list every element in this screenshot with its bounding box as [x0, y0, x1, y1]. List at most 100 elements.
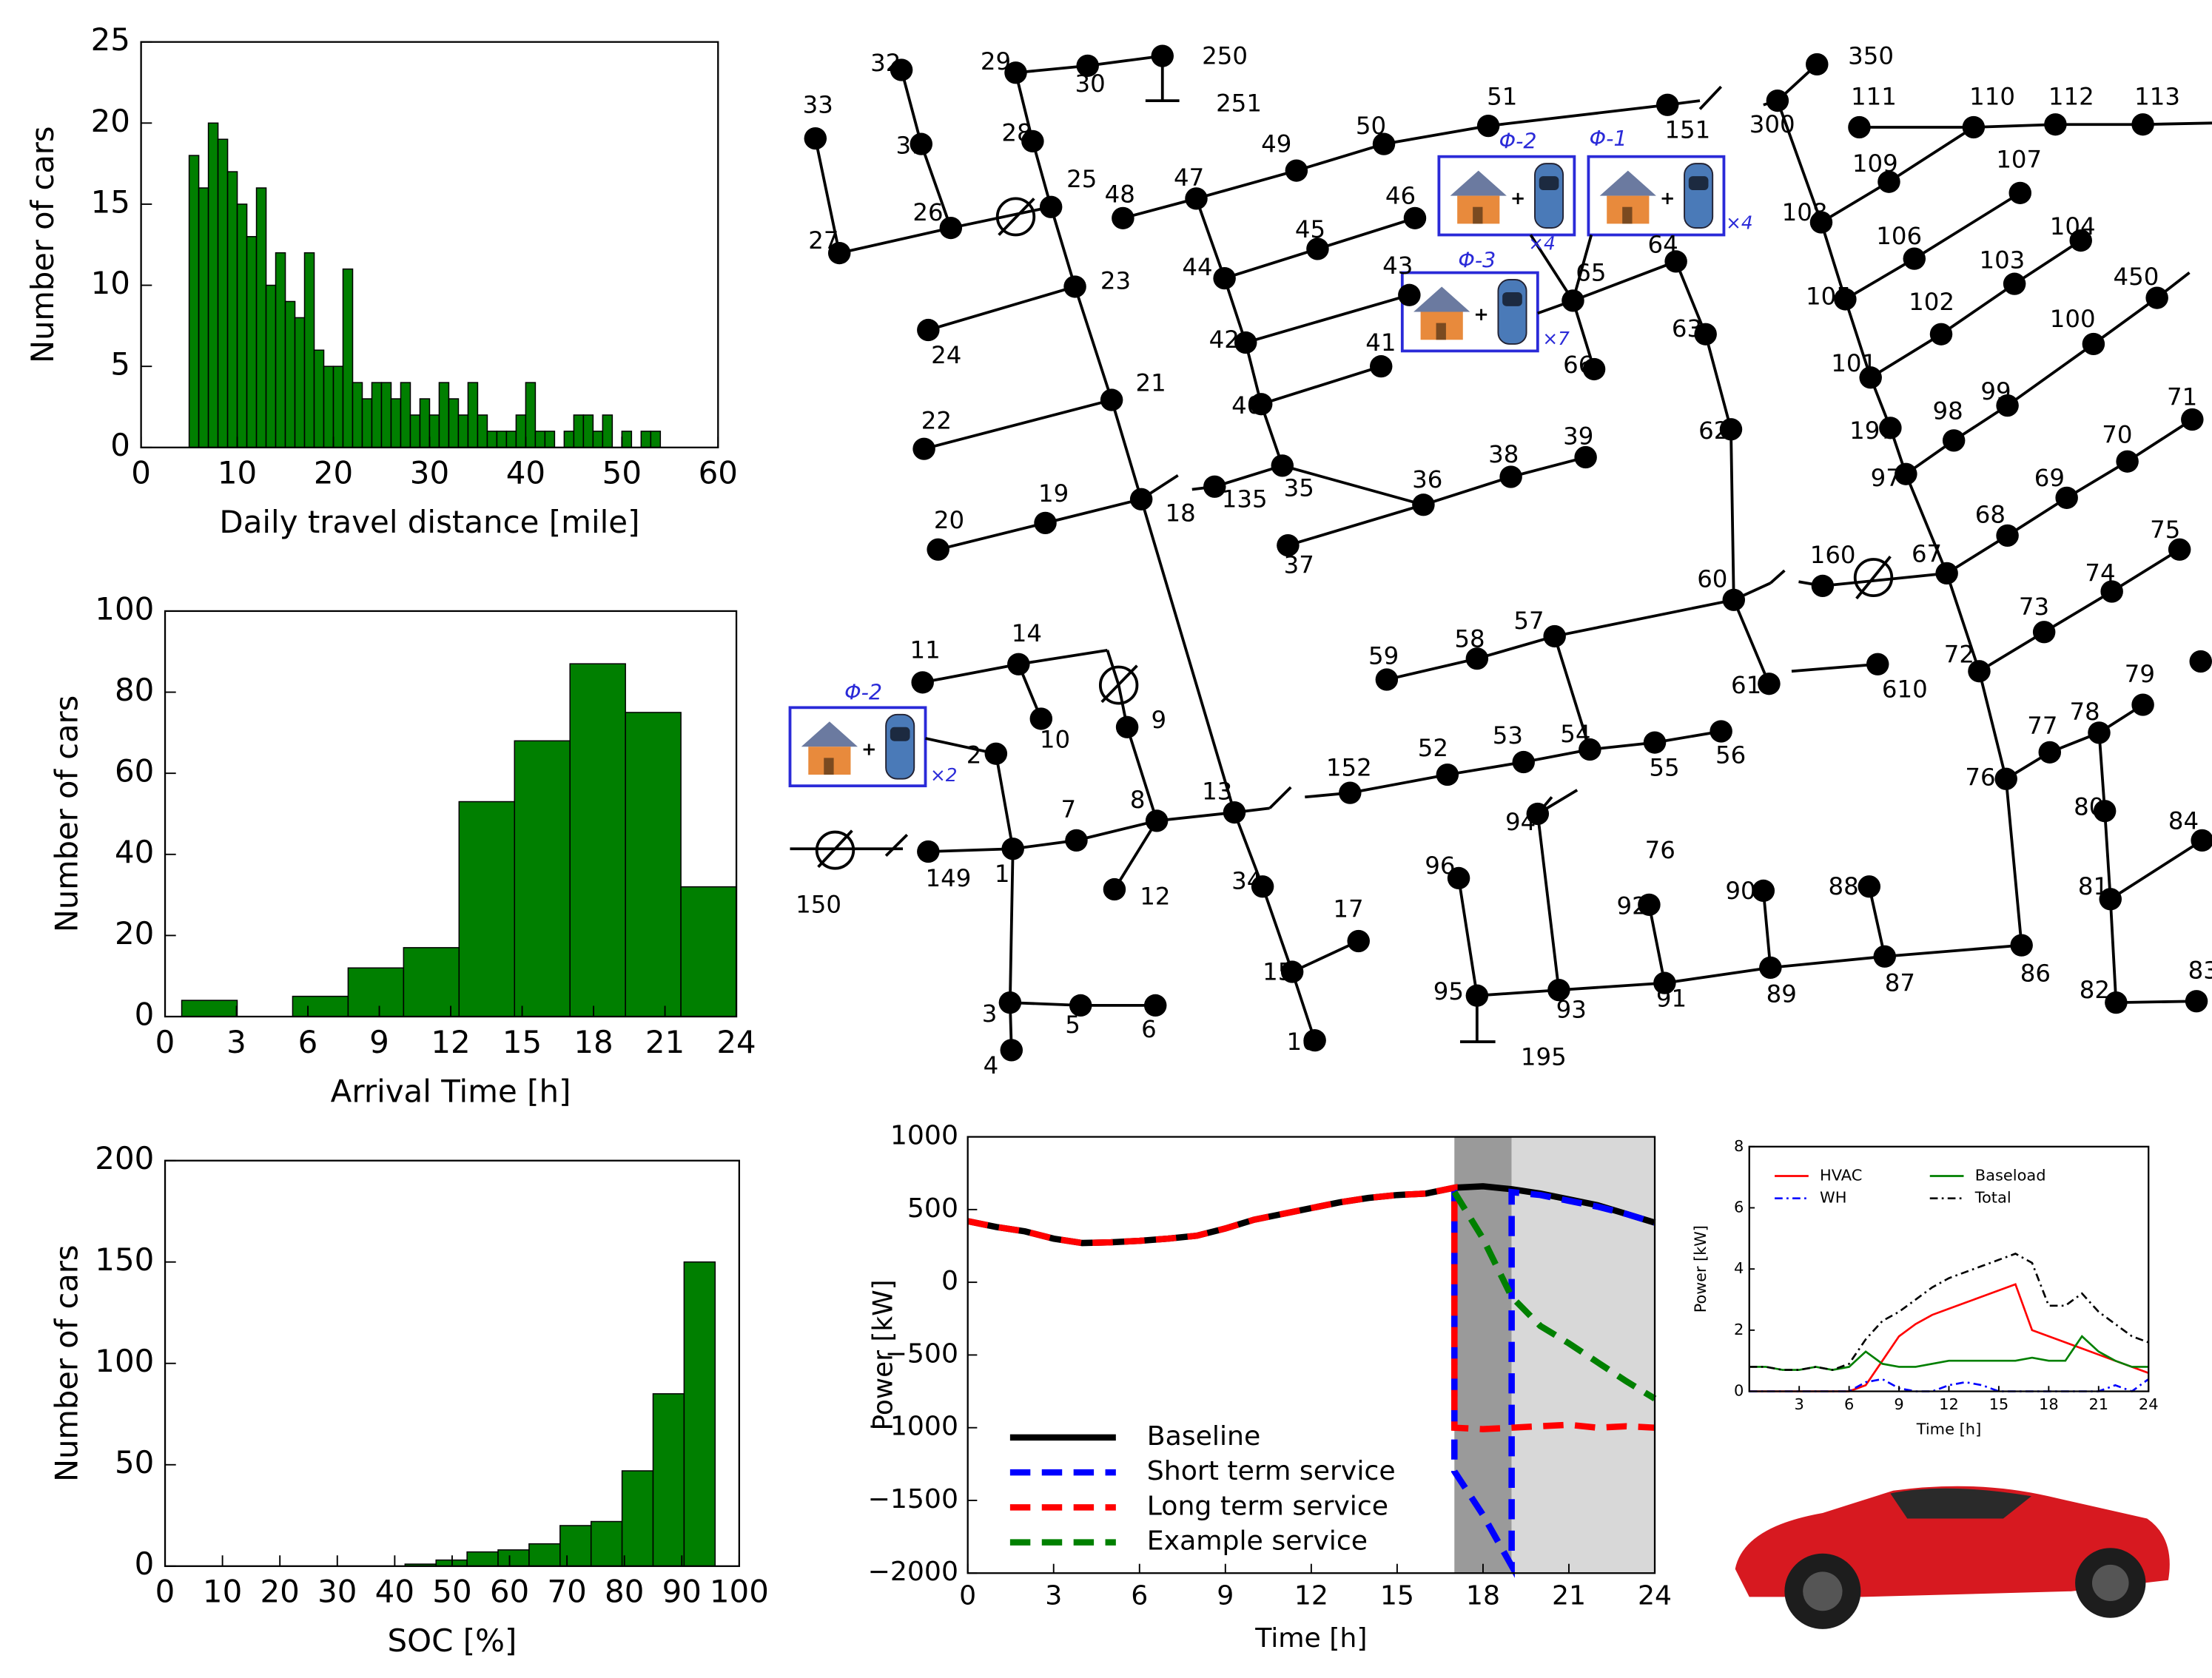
bus-label: 78 [2069, 698, 2100, 726]
y-tick-label: 100 [95, 591, 154, 627]
bar [468, 383, 477, 448]
x-tick-label: 21 [1552, 1580, 1586, 1611]
bar [574, 415, 583, 448]
phase-annotation: Φ-2 [844, 681, 882, 705]
x-axis-label: Arrival Time [h] [331, 1074, 571, 1110]
feeder-line [2128, 420, 2193, 462]
feeder-line [2112, 550, 2180, 592]
bus-node [1866, 653, 1889, 675]
x-tick-label: 9 [369, 1024, 389, 1060]
bus-node [1943, 429, 1966, 451]
bar [602, 415, 612, 448]
feeder-line [2111, 840, 2202, 899]
bus-label: 54 [1560, 720, 1590, 748]
x-axis-label: Daily travel distance [mile] [219, 504, 639, 540]
feeder-line [1885, 946, 2022, 957]
bar [622, 431, 631, 448]
feeder-line [1297, 144, 1384, 171]
bus-label: 80 [2074, 793, 2104, 821]
y-tick-label: 20 [91, 103, 130, 139]
bus-label: 11 [910, 636, 941, 664]
x-tick-label: 50 [602, 455, 642, 491]
feeder-line [839, 228, 951, 253]
y-axis-label: Power [kW] [1692, 1225, 1710, 1313]
figure: 3327323126293025025128254847495051151300… [0, 0, 2212, 1678]
bar [684, 1262, 715, 1566]
bus-node [1656, 94, 1679, 116]
bar [305, 253, 315, 448]
feeder-line [996, 754, 1013, 849]
feeder-line [1384, 126, 1488, 144]
bus-label: 99 [1980, 377, 2011, 405]
bus-label: 93 [1556, 996, 1587, 1024]
legend-label: Long term service [1147, 1491, 1388, 1522]
feeder-line [1770, 570, 1784, 583]
bus-node [1848, 116, 1871, 138]
bus-label: 89 [1766, 980, 1797, 1008]
legend-label: Baseload [1975, 1167, 2046, 1185]
bus-label: 102 [1909, 288, 1954, 316]
bar [529, 1544, 560, 1566]
bus-label: 65 [1576, 259, 1606, 287]
bus-label: 55 [1649, 754, 1679, 782]
bus-node [912, 438, 935, 460]
bar [295, 317, 305, 447]
bus-label: 19 [1038, 479, 1069, 508]
bus-label: 87 [1885, 969, 1915, 997]
phase-annotation: ×2 [930, 764, 958, 786]
feeder-line [1088, 56, 1163, 66]
bar [545, 431, 554, 448]
bus-node [2181, 408, 2204, 431]
bus-label: 95 [1433, 977, 1464, 1005]
x-tick-label: 10 [218, 455, 257, 491]
y-axis-label: Number of cars [48, 695, 84, 933]
feeder-line [1157, 812, 1234, 821]
feeder-line [1477, 636, 1555, 658]
bus-node [2003, 273, 2026, 295]
bus-label: 86 [2020, 959, 2051, 987]
series-line [1749, 1336, 2148, 1369]
bus-node [1213, 267, 1236, 289]
x-tick-label: 20 [260, 1574, 300, 1610]
bar [362, 399, 372, 448]
feeder-line [1559, 983, 1664, 990]
bus-label: 36 [1412, 465, 1442, 493]
bus-label: 57 [1513, 607, 1544, 635]
legend-label: Example service [1147, 1526, 1368, 1557]
x-axis-label: Time [h] [1254, 1623, 1367, 1654]
bus-node [911, 671, 934, 693]
bus-label: 25 [1066, 165, 1097, 193]
bar [286, 301, 295, 447]
bar [400, 383, 410, 448]
feeder-line [2094, 298, 2157, 344]
bus-label: 64 [1648, 231, 1678, 259]
bus-node [1376, 668, 1399, 690]
bar [525, 383, 535, 448]
bus-label: 106 [1876, 222, 1922, 250]
bus-node [1146, 809, 1169, 832]
legend-label: Short term service [1147, 1455, 1396, 1486]
bar [516, 415, 525, 448]
x-tick-label: 0 [959, 1580, 976, 1611]
bus-node [1285, 159, 1308, 181]
x-tick-label: 12 [1294, 1580, 1328, 1611]
feeder-line [1706, 334, 1731, 430]
bar [292, 997, 348, 1017]
x-tick-label: 50 [432, 1574, 471, 1610]
legend-label: Total [1974, 1189, 2011, 1207]
bar [315, 350, 324, 448]
bar [625, 712, 681, 1017]
y-tick-label: 4 [1734, 1259, 1744, 1277]
bus-label: 21 [1136, 369, 1166, 397]
bar [189, 155, 199, 448]
bus-label: 15 [1263, 958, 1293, 986]
chart: 01020304050600510152025Daily travel dist… [24, 21, 738, 540]
y-tick-label: 1000 [890, 1120, 958, 1151]
y-tick-label: 200 [95, 1140, 154, 1176]
y-tick-label: 15 [91, 184, 130, 220]
bar [247, 237, 257, 448]
bus-label: 43 [1382, 252, 1413, 280]
bus-label: 24 [931, 341, 961, 369]
feeder-line [1387, 658, 1477, 679]
house-ev-icon [1439, 157, 1574, 235]
